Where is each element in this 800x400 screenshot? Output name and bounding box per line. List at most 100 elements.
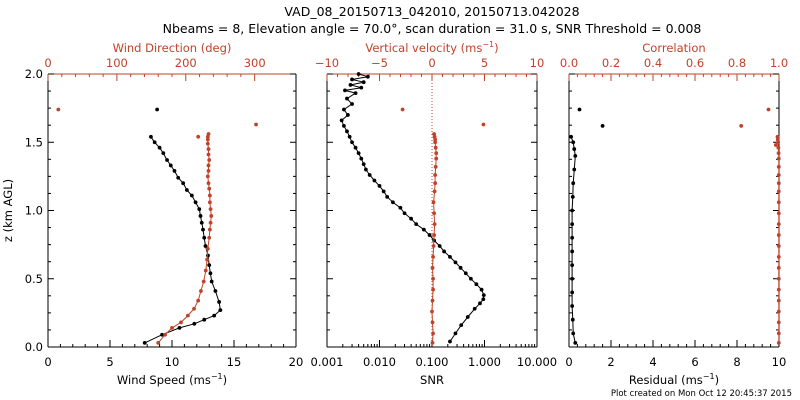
series-wind-top-point: [207, 186, 212, 191]
series-residual-top-point: [776, 164, 781, 169]
series-residual-top-point: [776, 151, 781, 156]
series-wind-bottom-point: [189, 193, 194, 198]
bottom-axis-label-end: ): [715, 373, 720, 387]
top-axis-label: Correlation: [642, 41, 705, 55]
top-axis-label-base: Vertical velocity (ms: [365, 41, 482, 55]
series-snr-top-point: [431, 255, 435, 259]
series-wind-top-point: [170, 325, 174, 330]
series-wind-top-point: [192, 306, 196, 311]
series-wind-top-point: [206, 181, 211, 186]
series-residual-top-point: [776, 244, 781, 248]
series-snr-top-point: [430, 298, 435, 303]
series-snr-top-point: [430, 265, 435, 270]
bottom-tick-label: 2: [607, 355, 614, 369]
series-residual-bottom-point: [570, 208, 575, 213]
bottom-tick-label: 4: [649, 355, 656, 369]
series-snr-bottom-point: [453, 260, 458, 265]
series-snr-bottom-point: [361, 162, 366, 166]
bottom-axis-label-base: Residual (ms: [629, 373, 703, 387]
bottom-tick-label: 10.000: [517, 355, 557, 369]
series-wind-bottom-point: [176, 175, 181, 180]
series-wind-top-point: [156, 341, 161, 345]
series-residual-bottom-point: [570, 194, 575, 199]
bottom-tick-label: 8: [733, 355, 740, 369]
series-wind-bottom-point: [197, 207, 202, 212]
series-wind-top-point: [201, 279, 206, 284]
figure-title-line1: VAD_08_20150713_042010, 20150713.042028: [284, 4, 579, 19]
series-snr-top-point: [432, 233, 436, 237]
series-snr-bottom-point: [385, 194, 390, 199]
series-snr-bottom-point: [339, 118, 344, 123]
series-snr-bottom-point: [361, 80, 366, 85]
series-wind-top-point: [205, 141, 210, 146]
series-wind-bottom-point: [184, 188, 189, 192]
series-snr-bottom-point: [350, 102, 354, 106]
series-wind-bottom-point: [212, 313, 217, 318]
series-snr-bottom-point: [421, 227, 426, 232]
series-wind-bottom-point: [165, 158, 169, 162]
series-wind-top-point: [207, 227, 212, 232]
top-tick-label: 0.0: [560, 56, 578, 70]
series-residual-top-point: [776, 222, 781, 227]
series-residual-top-outlier: [739, 123, 744, 128]
series-snr-top-point: [434, 151, 439, 156]
series-snr-bottom-point: [442, 249, 446, 254]
series-snr-bottom-point: [465, 315, 470, 319]
top-axis-label: Wind Direction (deg): [113, 41, 232, 55]
series-wind-bottom-point: [142, 341, 147, 345]
series-wind-bottom-point: [181, 181, 186, 186]
series-wind-bottom-point: [157, 145, 162, 150]
series-wind-top-point: [205, 257, 210, 262]
series-residual-bottom-point: [572, 167, 577, 172]
bottom-tick-label: 6: [691, 355, 698, 369]
series-residual-top-point: [776, 309, 781, 314]
top-tick-label: −5: [371, 56, 388, 70]
series-residual-bottom-point: [572, 147, 577, 151]
series-snr-top-point: [431, 276, 435, 281]
series-wind-bottom-point: [177, 325, 182, 330]
bottom-axis-label-sup: −1: [211, 372, 223, 381]
top-axis-label-end: ): [494, 41, 499, 55]
series-snr-bottom-point: [478, 301, 482, 306]
bottom-axis-label-sup: −1: [703, 372, 715, 381]
series-residual-bottom-outlier: [577, 107, 582, 112]
series-snr-bottom-point: [427, 233, 432, 237]
series-residual-top-point: [776, 341, 781, 345]
series-wind-top-outlier: [254, 122, 258, 127]
series-snr-top-point: [431, 287, 435, 292]
series-snr-bottom-point: [356, 72, 361, 76]
series-snr-bottom-point: [348, 83, 353, 87]
top-tick-label: 0.2: [602, 56, 620, 70]
series-snr-bottom-point: [448, 255, 452, 259]
series-wind-top-point: [205, 174, 210, 179]
bottom-tick-label: 0: [565, 355, 572, 369]
y-tick-label: 0.5: [25, 272, 43, 286]
series-snr-bottom-point: [381, 189, 386, 194]
series-snr-top-point: [433, 164, 438, 169]
bottom-axis-label-base: Wind Speed (ms: [117, 373, 211, 387]
bottom-tick-label: 15: [227, 355, 242, 369]
top-tick-label: 100: [106, 56, 128, 70]
bottom-tick-label: 0.100: [416, 355, 449, 369]
bottom-tick-label: 20: [289, 355, 304, 369]
series-wind-top-point: [206, 163, 211, 168]
series-wind-bottom-point: [208, 271, 213, 276]
plot-created-footer: Plot created on Mon Oct 12 20:45:37 2015: [611, 389, 792, 399]
series-snr-top-point: [432, 132, 436, 136]
series-snr-bottom-point: [363, 167, 368, 172]
series-residual-bottom-point: [571, 181, 576, 186]
series-residual-bottom-point: [570, 222, 575, 227]
series-snr-bottom-point: [459, 323, 464, 328]
top-tick-label: 0.6: [686, 56, 704, 70]
series-wind-top-outlier: [56, 107, 61, 112]
series-snr-bottom-point: [414, 222, 419, 227]
series-snr-bottom-point: [365, 74, 370, 79]
series-residual-top-point: [776, 200, 781, 205]
series-wind-top-outlier: [196, 134, 201, 139]
top-tick-label: 1.0: [770, 56, 788, 70]
top-tick-label: 200: [175, 56, 197, 70]
series-snr-top-point: [430, 309, 434, 314]
series-snr-bottom-point: [458, 265, 463, 270]
series-residual-top-point: [776, 181, 781, 186]
